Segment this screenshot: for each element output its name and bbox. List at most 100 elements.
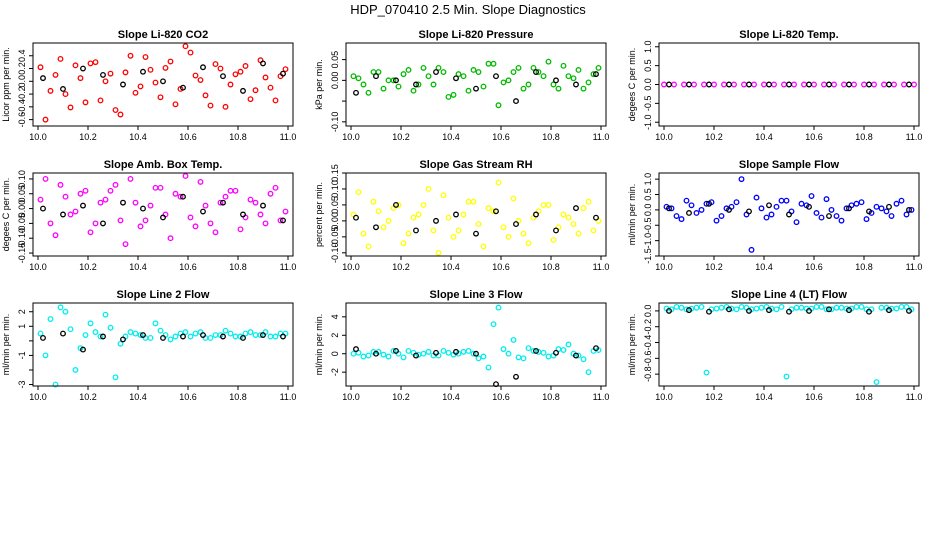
- data-point: [127, 175, 134, 182]
- data-point: [240, 334, 246, 341]
- data-point: [120, 199, 126, 206]
- data-point: [593, 71, 599, 78]
- y-tick-label: 1.0: [643, 173, 653, 186]
- data-point: [160, 214, 166, 221]
- data-point: [222, 103, 229, 110]
- data-point: [838, 217, 845, 224]
- data-point: [192, 223, 199, 230]
- data-point: [62, 308, 69, 315]
- data-point: [72, 367, 79, 373]
- data-point: [590, 71, 597, 78]
- data-point: [445, 214, 452, 221]
- data-point: [826, 81, 832, 88]
- data-point: [793, 219, 800, 226]
- data-point: [585, 198, 592, 205]
- data-point: [783, 373, 790, 380]
- panel-title: Slope Amb. Box Temp.: [104, 159, 223, 171]
- data-point: [666, 205, 672, 212]
- data-point: [172, 333, 179, 340]
- y-tick-label: 0.0: [17, 75, 27, 88]
- data-point: [112, 181, 119, 188]
- data-point: [242, 63, 249, 69]
- x-tick-label: 10.8: [542, 262, 560, 272]
- data-point: [112, 374, 119, 381]
- data-point: [838, 304, 845, 311]
- panel-title: Slope Sample Flow: [739, 159, 840, 171]
- y-tick-label: 0.10: [330, 180, 340, 198]
- data-point: [540, 349, 547, 356]
- data-point: [167, 336, 174, 343]
- x-tick-label: 10.2: [79, 262, 97, 272]
- data-point: [475, 69, 482, 75]
- panel-title: Slope Line 2 Flow: [117, 289, 210, 301]
- data-point: [535, 69, 542, 75]
- data-point: [510, 69, 517, 75]
- data-point: [192, 330, 199, 337]
- data-point: [117, 340, 124, 347]
- data-point: [425, 348, 432, 355]
- x-tick-label: 10.4: [442, 262, 460, 272]
- data-point: [666, 81, 672, 88]
- data-point: [668, 205, 675, 212]
- data-point: [726, 206, 732, 213]
- data-point: [455, 71, 462, 78]
- x-tick-label: 10.8: [855, 132, 873, 142]
- y-tick-label: 1.0: [643, 41, 653, 54]
- data-point: [157, 327, 164, 334]
- data-point: [766, 307, 772, 314]
- data-point: [212, 332, 219, 338]
- data-point: [107, 70, 114, 77]
- data-point: [240, 211, 246, 218]
- data-point: [360, 81, 367, 88]
- data-point: [62, 193, 69, 200]
- data-point: [485, 205, 492, 212]
- x-tick-label: 10.0: [29, 262, 47, 272]
- data-point: [706, 308, 712, 315]
- data-point: [40, 334, 46, 341]
- data-point: [160, 334, 166, 341]
- data-point: [425, 186, 432, 192]
- data-point: [863, 216, 870, 223]
- x-tick-label: 10.4: [129, 132, 147, 142]
- data-point: [242, 330, 249, 337]
- x-tick-label: 11.0: [593, 262, 610, 272]
- data-point: [237, 68, 244, 75]
- data-point: [267, 333, 274, 340]
- data-point: [40, 205, 46, 212]
- data-point: [778, 304, 785, 310]
- x-tick-label: 10.2: [392, 392, 410, 402]
- panel-slope-line-2-flow: Slope Line 2 Flow ml/min per min. 10.0 10.2…: [1, 289, 296, 402]
- data-point: [545, 201, 552, 208]
- data-point: [818, 304, 825, 310]
- data-point: [545, 353, 552, 360]
- series-1: [353, 345, 599, 388]
- data-point: [570, 75, 577, 82]
- data-point: [280, 70, 286, 77]
- data-point: [187, 214, 194, 221]
- data-point: [393, 77, 399, 84]
- data-point: [888, 213, 895, 219]
- x-tick-label: 10.0: [342, 132, 360, 142]
- y-tick-label: -1.0: [643, 233, 653, 249]
- x-tick-label: 10.0: [29, 132, 47, 142]
- data-point: [741, 81, 747, 88]
- data-point: [798, 200, 805, 207]
- data-point: [911, 81, 917, 88]
- plot-frame: [345, 302, 607, 387]
- panel-slope-line-4-lt-flow: Slope Line 4 (LT) Flow ml/min per min. 10.…: [627, 289, 922, 402]
- data-point: [200, 64, 206, 71]
- y-tick-label: -0.5: [643, 218, 653, 234]
- data-point: [533, 211, 539, 218]
- data-point: [871, 81, 877, 88]
- data-point: [753, 305, 760, 312]
- data-point: [808, 193, 815, 200]
- data-point: [473, 350, 479, 357]
- x-tick-label: 10.8: [542, 392, 560, 402]
- y-tick-label: 4: [330, 314, 340, 319]
- data-point: [232, 71, 239, 78]
- x-tick-label: 10.6: [805, 392, 823, 402]
- data-point: [513, 373, 519, 380]
- data-point: [515, 354, 522, 361]
- data-point: [718, 304, 725, 311]
